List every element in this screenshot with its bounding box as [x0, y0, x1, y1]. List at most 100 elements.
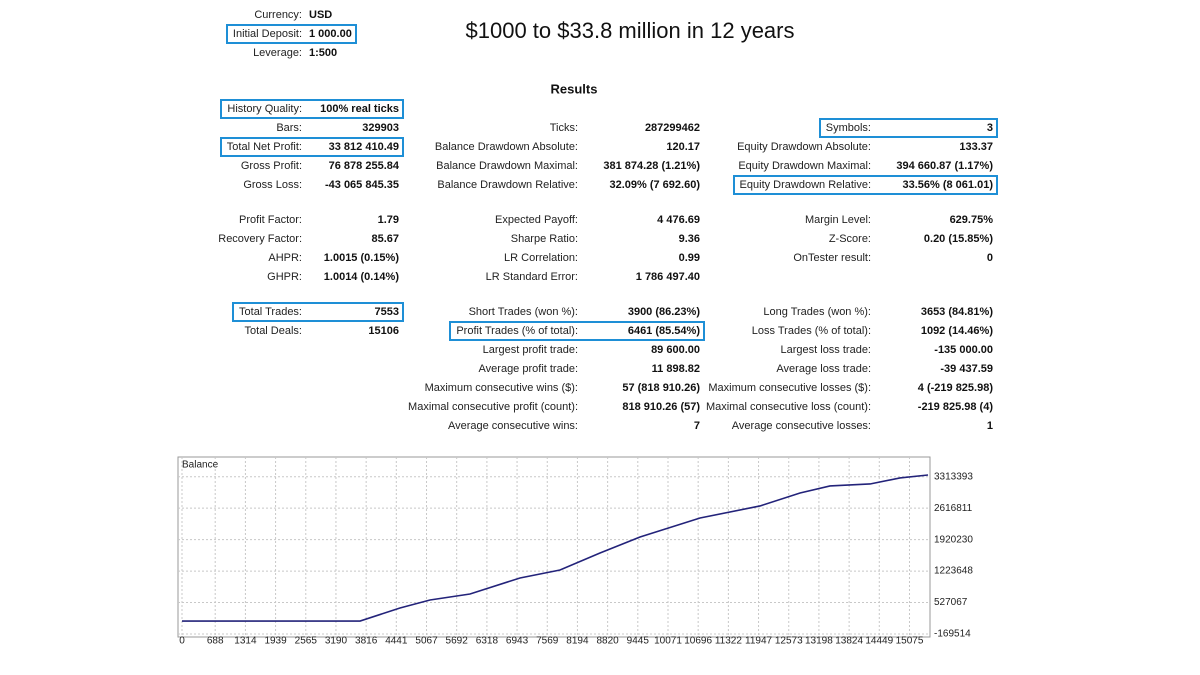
stat-value: 7553 — [374, 306, 399, 318]
x-tick-label: 12573 — [775, 636, 803, 647]
stat-value: -43 065 845.35 — [324, 179, 399, 191]
stat-label: Total Net Profit: — [226, 141, 302, 153]
x-tick-label: 688 — [207, 636, 224, 647]
stat-value: 1.0015 (0.15%) — [323, 252, 399, 264]
stat-value: 1.79 — [377, 214, 399, 226]
highlight-box — [220, 99, 404, 119]
stat-label: Profit Factor: — [239, 214, 302, 226]
stat-label: Equity Drawdown Relative: — [739, 179, 871, 191]
x-tick-label: 3816 — [355, 636, 378, 647]
stat-label: Ticks: — [549, 122, 578, 134]
highlight-box — [732, 175, 998, 195]
stat-value: 133.37 — [959, 141, 993, 153]
stat-value: 100% real ticks — [320, 103, 399, 115]
stat-value: 33 812 410.49 — [328, 141, 399, 153]
stat-label: Maximal consecutive profit (count): — [408, 401, 578, 413]
stat-label: Profit Trades (% of total): — [456, 325, 578, 337]
stat-label: Loss Trades (% of total): — [751, 325, 871, 337]
header-value: 1:500 — [309, 47, 338, 59]
stat-label: LR Correlation: — [504, 252, 578, 264]
highlight-box — [232, 302, 404, 322]
stat-value: 1 — [986, 420, 993, 432]
stat-label: GHPR: — [267, 271, 302, 283]
stat-value: 0.20 (15.85%) — [923, 233, 993, 245]
stat-label: Largest profit trade: — [482, 344, 578, 356]
stat-value: 120.17 — [666, 141, 700, 153]
x-tick-label: 2565 — [295, 636, 318, 647]
x-tick-label: 9445 — [627, 636, 650, 647]
stat-value: 287299462 — [644, 122, 700, 134]
stat-label: Equity Drawdown Maximal: — [738, 160, 871, 172]
stat-value: 4 (-219 825.98) — [917, 382, 993, 394]
stat-value: 7 — [693, 420, 700, 432]
highlight-box — [818, 118, 998, 138]
stat-value: 89 600.00 — [651, 344, 700, 356]
y-tick-label: 527067 — [934, 597, 968, 608]
stat-value: 15106 — [368, 325, 399, 337]
stat-value: 32.09% (7 692.60) — [609, 179, 700, 191]
stat-label: Average consecutive losses: — [731, 420, 871, 432]
stat-label: Average profit trade: — [478, 363, 578, 375]
x-tick-label: 4441 — [385, 636, 408, 647]
header-value: 1 000.00 — [309, 28, 352, 40]
stat-value: 76 878 255.84 — [328, 160, 399, 172]
stat-value: 3900 (86.23%) — [627, 306, 700, 318]
stat-label: Maximal consecutive loss (count): — [705, 401, 871, 413]
section-title: Results — [550, 81, 598, 97]
y-tick-label: 2616811 — [934, 503, 973, 514]
headline: $1000 to $33.8 million in 12 years — [465, 18, 795, 43]
y-tick-label: 1223648 — [934, 566, 973, 577]
stat-label: Maximum consecutive wins ($): — [424, 382, 578, 394]
stat-label: Symbols: — [825, 122, 871, 134]
stat-value: -219 825.98 (4) — [917, 401, 993, 413]
chart-title: Balance — [182, 460, 219, 471]
x-tick-label: 8194 — [566, 636, 589, 647]
header-label: Currency: — [254, 9, 302, 21]
stat-label: Balance Drawdown Relative: — [437, 179, 578, 191]
stat-value: 1 786 497.40 — [635, 271, 700, 283]
stat-value: 394 660.87 (1.17%) — [896, 160, 993, 172]
stat-label: Equity Drawdown Absolute: — [737, 141, 871, 153]
stat-label: AHPR: — [268, 252, 302, 264]
x-tick-label: 5692 — [446, 636, 469, 647]
stat-value: 629.75% — [949, 214, 993, 226]
x-tick-label: 13824 — [835, 636, 863, 647]
stat-label: LR Standard Error: — [485, 271, 578, 283]
header-value: USD — [309, 9, 333, 21]
stat-label: Gross Profit: — [240, 160, 302, 172]
x-tick-label: 14449 — [865, 636, 893, 647]
stat-value: 1092 (14.46%) — [920, 325, 993, 337]
stat-label: Sharpe Ratio: — [510, 233, 578, 245]
stat-label: Maximum consecutive losses ($): — [708, 382, 871, 394]
x-tick-label: 1939 — [264, 636, 287, 647]
highlight-box — [219, 137, 404, 157]
y-tick-label: 1920230 — [934, 534, 973, 545]
stat-label: Largest loss trade: — [780, 344, 872, 356]
stat-label: Total Trades: — [239, 306, 302, 318]
y-tick-label: 3313393 — [934, 471, 973, 482]
x-tick-label: 13198 — [805, 636, 833, 647]
stat-value: 818 910.26 (57) — [622, 401, 700, 413]
stat-value: 381 874.28 (1.21%) — [603, 160, 700, 172]
y-tick-label: -169514 — [934, 629, 971, 640]
stat-value: 11 898.82 — [651, 363, 700, 375]
x-tick-label: 8820 — [597, 636, 620, 647]
stat-label: Average consecutive wins: — [447, 420, 578, 432]
stat-value: 0.99 — [678, 252, 700, 264]
stat-value: 9.36 — [678, 233, 700, 245]
stat-value: -39 437.59 — [940, 363, 993, 375]
x-tick-label: 1314 — [234, 636, 257, 647]
x-tick-label: 0 — [179, 636, 185, 647]
stat-label: Recovery Factor: — [218, 233, 302, 245]
stat-label: Z-Score: — [828, 233, 871, 245]
stat-value: 4 476.69 — [657, 214, 700, 226]
stat-value: 329903 — [362, 122, 399, 134]
x-tick-label: 10696 — [684, 636, 712, 647]
header-label: Initial Deposit: — [232, 28, 302, 40]
stat-label: Bars: — [276, 122, 302, 134]
stat-value: 57 (818 910.26) — [622, 382, 700, 394]
stat-value: 1.0014 (0.14%) — [323, 271, 399, 283]
stat-label: Average loss trade: — [776, 363, 871, 375]
stat-value: 0 — [986, 252, 993, 264]
